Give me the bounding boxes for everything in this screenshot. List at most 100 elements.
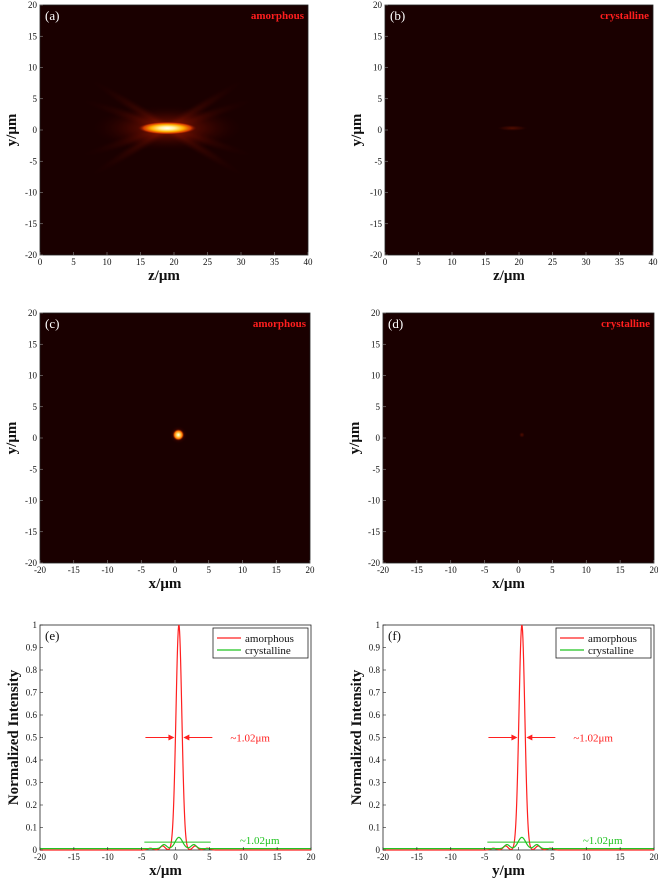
- intensity-map: [80, 79, 254, 177]
- y-tick-label: 1: [376, 620, 381, 630]
- y-tick-label: -10: [368, 496, 380, 506]
- y-tick-label: -15: [368, 527, 380, 537]
- focal-spot: [518, 431, 525, 438]
- fwhm-arrowhead-left: [511, 734, 518, 741]
- axes: -20 -15 -10 -5 0 5 10 15 20 20 15 10 5 0 -5 -10 -15 -20: [368, 308, 658, 575]
- y-tick-label: 0: [376, 433, 381, 443]
- y-tick-label: 0.4: [369, 755, 381, 765]
- x-tick-label: -20: [377, 852, 389, 862]
- x-tick-label: 15: [273, 852, 283, 862]
- x-tick-label: 20: [650, 565, 658, 575]
- y-tick-label: -15: [25, 219, 37, 229]
- y-tick-label: 0.5: [26, 733, 38, 743]
- series-line-crystalline: [383, 836, 654, 850]
- series-line-amorphous: [383, 624, 654, 851]
- fwhm-annotation-amorphous: ~1.02μm: [230, 733, 270, 745]
- x-tick-label: 5: [71, 257, 76, 267]
- y-tick-label: 20: [371, 308, 381, 318]
- x-tick-label: 10: [103, 257, 113, 267]
- y-tick-label: 5: [33, 402, 38, 412]
- y-tick-label: 0.8: [369, 665, 381, 675]
- x-tick-label: 5: [207, 565, 212, 575]
- x-tick-label: -20: [377, 565, 389, 575]
- x-tick-label: 10: [582, 852, 592, 862]
- y-tick-label: -10: [25, 496, 37, 506]
- y-tick-label: 0.6: [369, 710, 381, 720]
- fwhm-annotation-amorphous: ~1.02μm: [573, 733, 613, 745]
- y-tick-label: 1: [33, 620, 38, 630]
- y-tick-label: 15: [28, 339, 38, 349]
- x-tick-label: 20: [307, 852, 317, 862]
- y-tick-label: 0.7: [26, 688, 38, 698]
- y-tick-label: 15: [28, 31, 38, 41]
- y-tick-label: 0: [376, 845, 381, 855]
- panel-label: (d): [388, 316, 403, 331]
- y-axis-label: Normalized Intensity: [349, 669, 365, 805]
- x-tick-label: 20: [515, 257, 525, 267]
- x-tick-label: 5: [550, 852, 555, 862]
- panel-f: ~1.02μm~1.02μmamorphouscrystalline(f)-20…: [349, 620, 658, 879]
- x-tick-label: 0: [38, 257, 43, 267]
- x-axis-label: x/μm: [492, 576, 525, 592]
- material-label: amorphous: [251, 10, 305, 22]
- y-axis-label: Normalized Intensity: [6, 669, 22, 805]
- panel-label: (b): [390, 8, 405, 23]
- x-tick-label: -15: [68, 565, 80, 575]
- y-tick-label: -20: [368, 558, 380, 568]
- x-tick-label: 10: [238, 565, 248, 575]
- y-tick-label: 0.1: [26, 823, 37, 833]
- x-tick-label: -20: [34, 565, 46, 575]
- plot-lines: [40, 624, 311, 851]
- x-axis-label: y/μm: [492, 863, 525, 879]
- x-axis-label: z/μm: [148, 268, 180, 284]
- y-tick-label: 0: [33, 433, 38, 443]
- x-tick-label: 40: [304, 257, 314, 267]
- y-tick-label: 20: [28, 308, 38, 318]
- x-axis-label: x/μm: [149, 576, 182, 592]
- y-tick-label: 0.1: [369, 823, 380, 833]
- intensity-map: [169, 425, 188, 444]
- x-tick-label: 20: [650, 852, 658, 862]
- x-tick-label: 30: [582, 257, 592, 267]
- x-tick-label: -20: [34, 852, 46, 862]
- y-tick-label: 0.9: [369, 643, 381, 653]
- y-tick-label: -15: [370, 219, 382, 229]
- plot-area: [382, 312, 655, 564]
- material-label: crystalline: [600, 10, 649, 22]
- x-tick-label: -5: [481, 852, 489, 862]
- y-tick-label: -5: [375, 156, 383, 166]
- y-tick-label: 5: [376, 402, 381, 412]
- y-tick-label: 5: [378, 94, 383, 104]
- x-tick-label: 15: [616, 852, 626, 862]
- x-tick-label: -10: [445, 852, 457, 862]
- y-tick-label: -20: [25, 250, 37, 260]
- axes: -20 -15 -10 -5 0 5 10 15 20 20 15 10 5 0 -5 -10 -15 -20: [25, 308, 315, 575]
- panel-d: (d) crystalline -20 -15 -10 -5 0 5 10 15 20 20 15 10 5…: [347, 308, 658, 592]
- y-tick-label: 0.2: [369, 800, 380, 810]
- panel-e: ~1.02μm~1.02μmamorphouscrystalline(e)-20…: [6, 620, 316, 879]
- panel-c: (c) amorphous-20 -15 -10 -5 0 5 10 15 2020151050-…: [4, 308, 315, 592]
- y-tick-label: 20: [373, 0, 383, 10]
- x-tick-label: 0: [383, 257, 388, 267]
- y-tick-label: 10: [371, 371, 381, 381]
- y-tick-label: 0.2: [26, 800, 37, 810]
- x-tick-label: -10: [102, 852, 114, 862]
- legend-label-amorphous: amorphous: [245, 633, 294, 645]
- x-tick-label: -10: [102, 565, 114, 575]
- series-line-crystalline: [40, 836, 311, 850]
- x-tick-label: -15: [411, 852, 423, 862]
- y-tick-label: -20: [370, 250, 382, 260]
- y-tick-label: 10: [373, 63, 383, 73]
- panel-label: (f): [388, 628, 401, 643]
- material-label: crystalline: [601, 318, 650, 330]
- x-tick-label: 20: [170, 257, 180, 267]
- y-tick-label: 5: [33, 94, 38, 104]
- x-tick-label: -5: [481, 565, 489, 575]
- x-tick-label: 0: [173, 852, 178, 862]
- y-tick-label: 10: [28, 371, 38, 381]
- fwhm-annotation-crystalline: ~1.02μm: [240, 835, 280, 847]
- x-tick-label: 10: [448, 257, 458, 267]
- focal-spot: [496, 125, 529, 132]
- x-tick-label: 35: [615, 257, 625, 267]
- x-tick-label: -15: [68, 852, 80, 862]
